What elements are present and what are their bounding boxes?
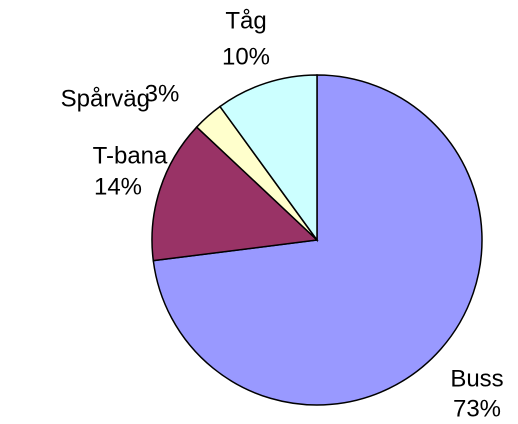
pie-slice [218,74,318,243]
slice-label: Tåg [225,7,266,34]
slice-label: Buss [450,365,503,392]
slice-value-label: 10% [222,43,270,70]
slice-value-label: 73% [453,395,501,422]
pie-slice [151,125,319,262]
slice-label: T-bana [93,142,168,169]
slice-value-label: 3% [145,80,180,107]
slice-label: Spårväg [61,85,150,112]
slice-value-label: 14% [94,173,142,200]
